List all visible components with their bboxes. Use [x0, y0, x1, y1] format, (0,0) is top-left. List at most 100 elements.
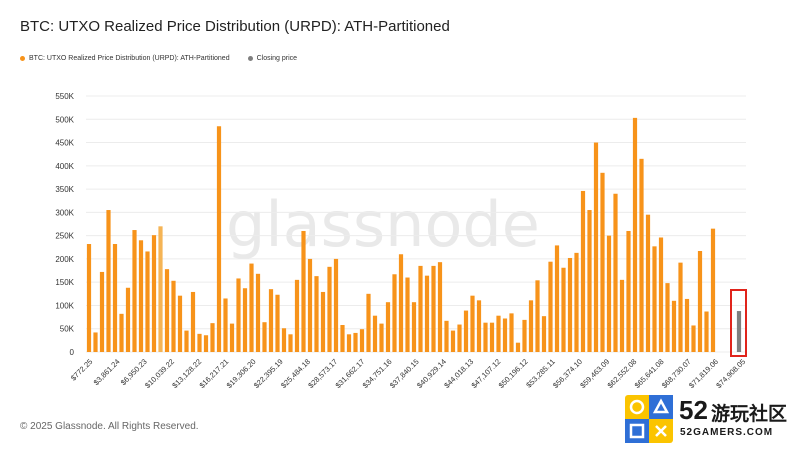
- urpd-bar[interactable]: [99, 271, 105, 352]
- urpd-bar[interactable]: [93, 332, 98, 352]
- urpd-bar[interactable]: [359, 329, 365, 352]
- urpd-bar[interactable]: [567, 257, 573, 352]
- urpd-bar[interactable]: [216, 126, 222, 352]
- urpd-bar[interactable]: [327, 266, 332, 352]
- urpd-bar[interactable]: [665, 283, 670, 352]
- urpd-bar[interactable]: [418, 265, 423, 352]
- closing-price-bar[interactable]: [736, 311, 742, 352]
- urpd-bar[interactable]: [288, 334, 293, 352]
- urpd-bar[interactable]: [119, 313, 124, 352]
- urpd-bar[interactable]: [255, 273, 261, 352]
- urpd-bar[interactable]: [346, 334, 352, 352]
- urpd-bar[interactable]: [106, 210, 111, 352]
- urpd-bar[interactable]: [561, 267, 566, 352]
- urpd-bar[interactable]: [392, 274, 397, 352]
- urpd-bar[interactable]: [242, 288, 248, 352]
- urpd-bar[interactable]: [691, 325, 696, 352]
- urpd-bar[interactable]: [554, 245, 560, 352]
- urpd-bar[interactable]: [307, 258, 313, 352]
- urpd-bar[interactable]: [444, 320, 449, 352]
- urpd-bar[interactable]: [320, 291, 326, 352]
- urpd-bar[interactable]: [294, 279, 300, 352]
- urpd-bar[interactable]: [171, 280, 176, 352]
- urpd-bar[interactable]: [470, 295, 475, 352]
- urpd-bar[interactable]: [132, 230, 137, 352]
- urpd-bar[interactable]: [398, 254, 404, 352]
- urpd-bar[interactable]: [86, 244, 92, 352]
- urpd-bar[interactable]: [639, 158, 644, 352]
- urpd-bar[interactable]: [210, 323, 215, 352]
- urpd-bar[interactable]: [457, 324, 462, 352]
- urpd-bar[interactable]: [379, 323, 384, 352]
- urpd-bar[interactable]: [125, 287, 131, 352]
- urpd-bar[interactable]: [600, 172, 605, 352]
- urpd-bar[interactable]: [671, 300, 677, 352]
- urpd-bar[interactable]: [496, 315, 501, 352]
- urpd-bar[interactable]: [509, 313, 514, 352]
- urpd-bar[interactable]: [613, 193, 618, 352]
- urpd-bar[interactable]: [262, 322, 267, 352]
- urpd-bar[interactable]: [184, 330, 189, 352]
- urpd-bar[interactable]: [606, 235, 612, 352]
- urpd-bar[interactable]: [112, 244, 118, 352]
- urpd-bar[interactable]: [203, 335, 209, 352]
- urpd-bar[interactable]: [587, 210, 592, 352]
- legend-item-urpd[interactable]: BTC: UTXO Realized Price Distribution (U…: [20, 55, 230, 62]
- urpd-bar[interactable]: [645, 214, 651, 352]
- urpd-bar[interactable]: [515, 342, 521, 352]
- urpd-bar[interactable]: [275, 294, 280, 352]
- urpd-bar[interactable]: [710, 228, 716, 352]
- urpd-bar[interactable]: [431, 265, 436, 352]
- urpd-bar[interactable]: [450, 330, 456, 352]
- urpd-bar[interactable]: [405, 277, 410, 352]
- urpd-bar[interactable]: [593, 142, 599, 352]
- urpd-bar[interactable]: [164, 269, 170, 352]
- urpd-bar[interactable]: [541, 316, 547, 352]
- urpd-bar[interactable]: [314, 276, 319, 352]
- urpd-bar[interactable]: [704, 311, 709, 352]
- urpd-bar[interactable]: [697, 250, 703, 352]
- urpd-bar[interactable]: [268, 289, 274, 352]
- urpd-bar[interactable]: [535, 280, 540, 352]
- urpd-bar[interactable]: [684, 298, 690, 352]
- urpd-bar[interactable]: [366, 293, 371, 352]
- urpd-bar[interactable]: [340, 325, 345, 352]
- legend-item-closing-price[interactable]: Closing price: [247, 55, 297, 62]
- urpd-bar[interactable]: [177, 295, 183, 352]
- urpd-bar[interactable]: [353, 332, 358, 352]
- urpd-bar[interactable]: [476, 300, 482, 352]
- urpd-bar[interactable]: [489, 322, 495, 352]
- urpd-bar[interactable]: [580, 190, 586, 352]
- urpd-bar[interactable]: [281, 328, 287, 352]
- urpd-bar[interactable]: [619, 279, 625, 352]
- urpd-bar[interactable]: [372, 315, 378, 352]
- urpd-bar[interactable]: [424, 275, 430, 352]
- urpd-bar[interactable]: [236, 278, 241, 352]
- urpd-bar[interactable]: [632, 117, 638, 352]
- urpd-bar[interactable]: [229, 323, 235, 352]
- urpd-bar[interactable]: [652, 246, 657, 352]
- urpd-bar[interactable]: [658, 237, 664, 352]
- urpd-bar[interactable]: [528, 300, 534, 352]
- urpd-bar[interactable]: [483, 322, 488, 352]
- urpd-bar[interactable]: [138, 240, 144, 352]
- urpd-bar[interactable]: [626, 230, 631, 352]
- urpd-bar[interactable]: [385, 302, 391, 352]
- urpd-bar[interactable]: [522, 319, 527, 352]
- urpd-bar[interactable]: [301, 230, 306, 352]
- urpd-bar[interactable]: [190, 291, 196, 352]
- urpd-bar[interactable]: [223, 298, 228, 352]
- urpd-bar[interactable]: [151, 235, 157, 352]
- urpd-bar[interactable]: [502, 318, 508, 352]
- urpd-bar[interactable]: [145, 251, 150, 352]
- urpd-bar[interactable]: [411, 302, 417, 352]
- urpd-bar[interactable]: [678, 262, 683, 352]
- urpd-bar[interactable]: [437, 262, 443, 352]
- urpd-bar[interactable]: [463, 310, 469, 352]
- urpd-bar[interactable]: [333, 258, 339, 352]
- urpd-bar[interactable]: [249, 263, 254, 352]
- urpd-bar[interactable]: [158, 226, 163, 352]
- urpd-bar[interactable]: [574, 252, 579, 352]
- urpd-bar[interactable]: [197, 333, 202, 352]
- urpd-bar[interactable]: [548, 261, 553, 352]
